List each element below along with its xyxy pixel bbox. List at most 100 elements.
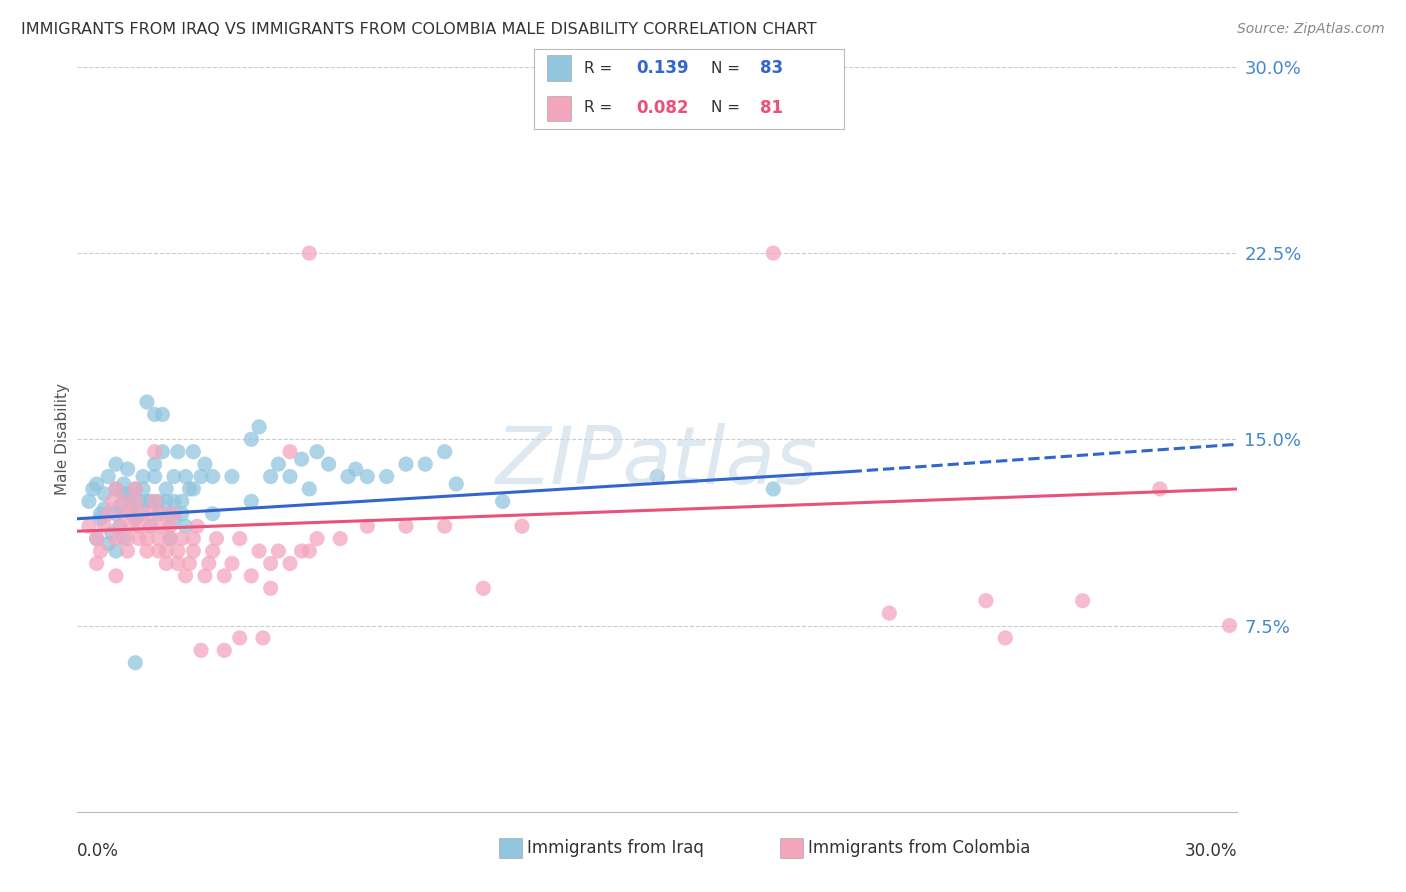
Point: [166, 557, 188, 571]
Point: [124, 494, 146, 508]
Point: [179, 482, 201, 496]
Point: [994, 631, 1017, 645]
Point: [228, 532, 252, 546]
Point: [105, 544, 127, 558]
Point: [259, 582, 281, 596]
Point: [101, 494, 124, 508]
Point: [298, 482, 321, 496]
Point: [201, 469, 224, 483]
Point: [190, 643, 212, 657]
Point: [240, 433, 263, 447]
Point: [128, 519, 150, 533]
Point: [588, 47, 610, 62]
Point: [93, 519, 115, 533]
Point: [135, 494, 157, 508]
Point: [132, 469, 155, 483]
Point: [163, 507, 186, 521]
Point: [329, 532, 352, 546]
Point: [278, 469, 301, 483]
Point: [105, 482, 127, 496]
Point: [298, 544, 321, 558]
Point: [90, 512, 111, 526]
Point: [139, 519, 162, 533]
Point: [205, 532, 228, 546]
Text: 0.0%: 0.0%: [77, 841, 120, 860]
Point: [183, 544, 205, 558]
Point: [163, 512, 186, 526]
Point: [433, 444, 456, 458]
Text: IMMIGRANTS FROM IRAQ VS IMMIGRANTS FROM COLOMBIA MALE DISABILITY CORRELATION CHA: IMMIGRANTS FROM IRAQ VS IMMIGRANTS FROM …: [21, 22, 817, 37]
Text: N =: N =: [710, 61, 744, 76]
Text: R =: R =: [583, 100, 617, 115]
Point: [148, 544, 170, 558]
Point: [166, 444, 188, 458]
Point: [413, 457, 436, 471]
Point: [105, 457, 127, 471]
FancyBboxPatch shape: [547, 95, 571, 121]
Point: [117, 532, 139, 546]
Point: [155, 494, 177, 508]
Point: [433, 519, 456, 533]
Point: [90, 544, 111, 558]
Point: [112, 487, 135, 501]
Text: 30.0%: 30.0%: [1185, 841, 1237, 860]
Point: [77, 494, 100, 508]
Point: [148, 507, 170, 521]
Point: [124, 656, 146, 670]
Point: [105, 482, 127, 496]
Point: [252, 631, 274, 645]
Point: [82, 482, 104, 496]
Point: [159, 532, 181, 546]
Point: [117, 487, 139, 501]
Point: [135, 544, 157, 558]
Point: [259, 557, 281, 571]
Point: [143, 494, 166, 508]
Point: [139, 494, 162, 508]
Point: [647, 469, 669, 483]
Point: [143, 457, 166, 471]
Point: [221, 557, 243, 571]
Y-axis label: Male Disability: Male Disability: [55, 384, 70, 495]
Point: [143, 408, 166, 422]
Point: [112, 532, 135, 546]
Point: [143, 444, 166, 458]
Point: [307, 444, 329, 458]
Point: [290, 452, 312, 467]
Point: [170, 494, 193, 508]
Point: [152, 408, 174, 422]
Point: [179, 557, 201, 571]
Text: 83: 83: [761, 60, 783, 78]
Point: [128, 494, 150, 508]
Point: [221, 469, 243, 483]
Point: [267, 544, 290, 558]
Point: [259, 469, 281, 483]
Text: Immigrants from Iraq: Immigrants from Iraq: [527, 839, 704, 857]
FancyBboxPatch shape: [547, 55, 571, 81]
Point: [152, 519, 174, 533]
Point: [510, 519, 533, 533]
Point: [120, 501, 143, 516]
Text: 0.082: 0.082: [637, 99, 689, 117]
Point: [124, 482, 146, 496]
Point: [214, 643, 236, 657]
Point: [139, 507, 162, 521]
Text: Immigrants from Colombia: Immigrants from Colombia: [808, 839, 1031, 857]
Point: [159, 507, 181, 521]
Point: [278, 444, 301, 458]
Point: [356, 469, 378, 483]
Point: [395, 519, 418, 533]
Point: [117, 544, 139, 558]
Text: N =: N =: [710, 100, 744, 115]
Point: [101, 526, 124, 541]
Point: [86, 477, 108, 491]
Point: [290, 544, 312, 558]
Point: [139, 519, 162, 533]
Point: [762, 246, 785, 260]
Point: [214, 569, 236, 583]
Point: [135, 532, 157, 546]
Point: [155, 482, 177, 496]
Point: [240, 569, 263, 583]
Point: [108, 500, 131, 514]
Point: [97, 507, 120, 521]
Point: [155, 557, 177, 571]
